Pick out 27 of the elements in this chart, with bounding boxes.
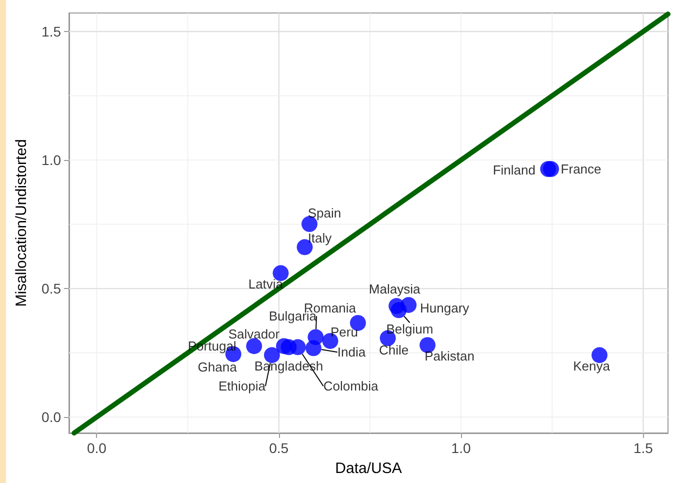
y-tick-label: 1.0	[42, 152, 62, 168]
x-tick-label: 0.5	[269, 440, 289, 456]
data-label: Italy	[308, 230, 332, 246]
data-label: Chile	[379, 342, 409, 358]
y-tick-label: 0.0	[42, 409, 62, 426]
data-label: Finland	[492, 162, 536, 178]
data-label: Pakistan	[424, 348, 474, 364]
data-label: Belgium	[386, 322, 434, 337]
data-label: India	[337, 344, 366, 360]
y-tick-label: 0.5	[42, 280, 62, 297]
data-label: Ghana	[198, 360, 238, 375]
data-label: Kenya	[573, 358, 611, 374]
data-label: Hungary	[420, 300, 470, 316]
x-axis-title: Data/USA	[335, 460, 402, 477]
y-axis-title: Misallocation/Undistorted	[13, 139, 30, 307]
y-tick-label: 1.5	[42, 24, 62, 40]
data-label: Malaysia	[368, 282, 421, 297]
data-label: Spain	[308, 206, 342, 221]
x-tick-label: 0.0	[86, 440, 107, 456]
data-label: Salvador	[228, 326, 280, 342]
x-tick-label: 1.5	[633, 440, 654, 456]
data-label: France	[560, 162, 602, 177]
x-tick-label: 1.0	[451, 440, 471, 456]
data-label: Colombia	[323, 378, 380, 394]
data-label: Ethiopia	[218, 378, 266, 394]
data-label: Peru	[330, 324, 358, 340]
data-label: Latvia	[248, 276, 284, 292]
